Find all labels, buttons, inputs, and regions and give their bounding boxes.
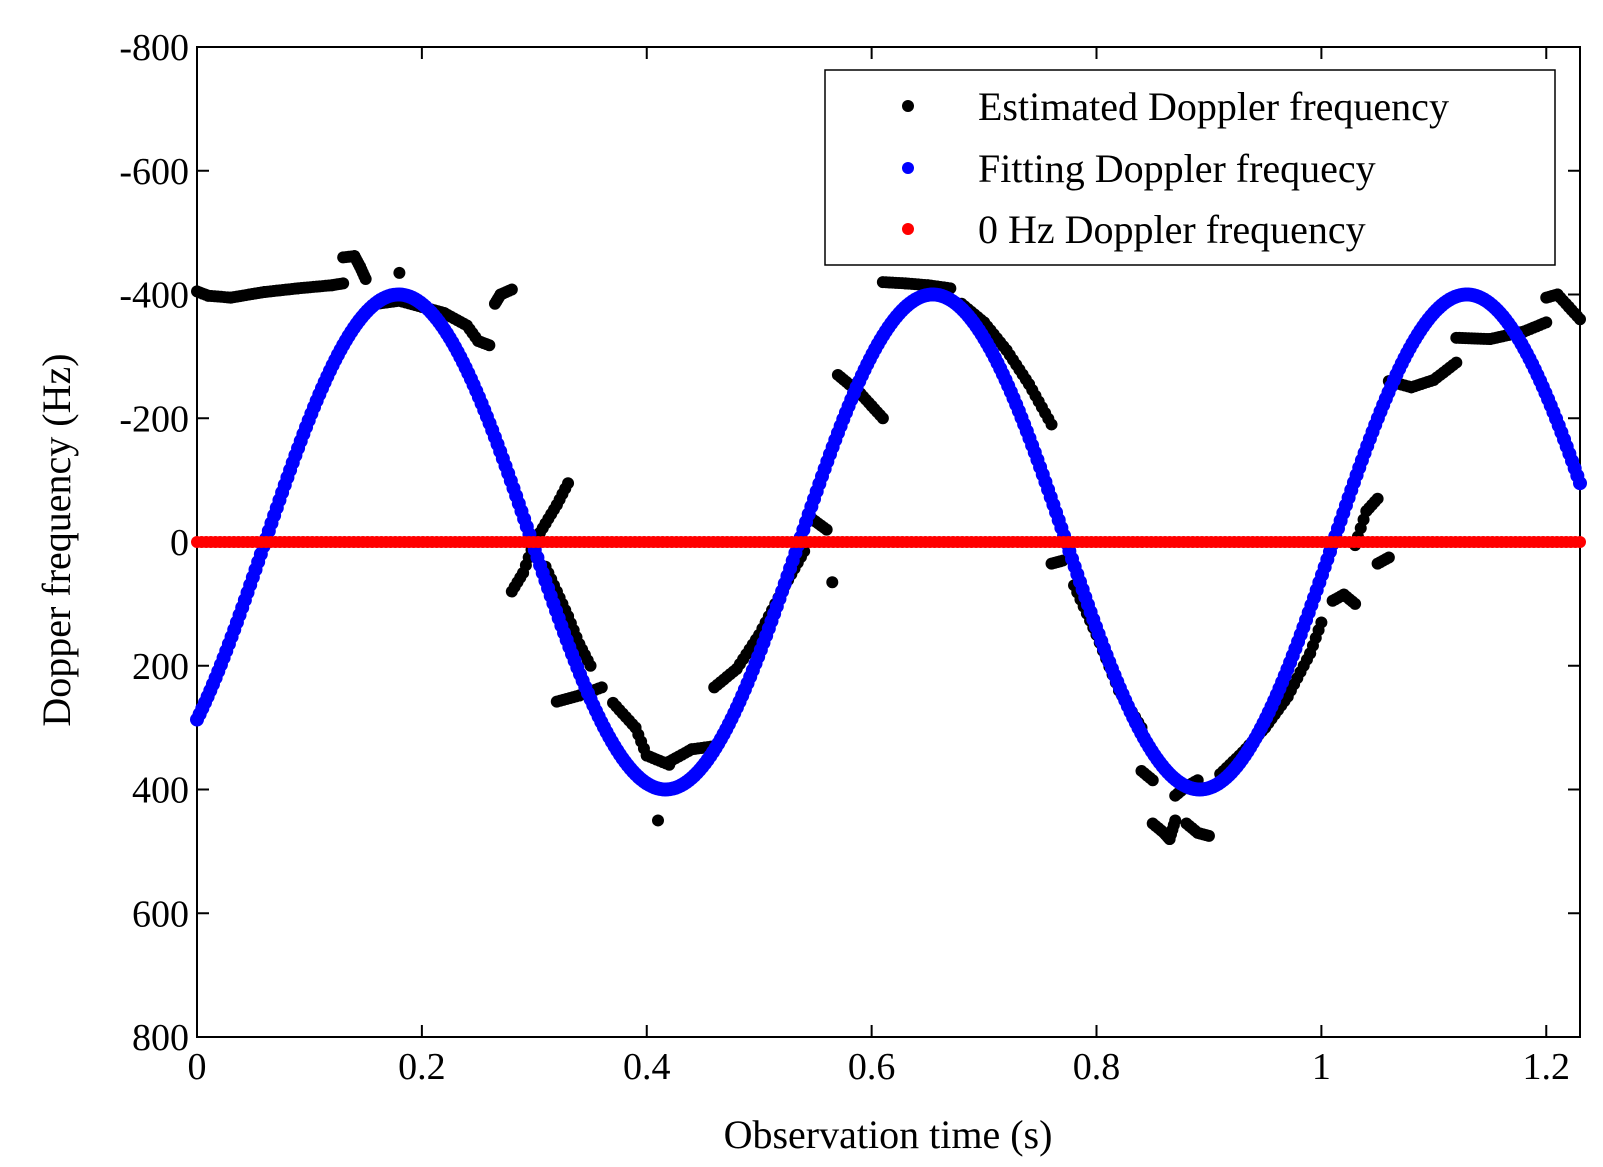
estimated-point	[1315, 616, 1328, 629]
estimated-point	[393, 266, 406, 279]
y-tick-label: 400	[132, 770, 189, 812]
estimated-point	[595, 681, 608, 694]
x-tick-label: 0.2	[398, 1046, 446, 1088]
estimated-point	[584, 659, 597, 672]
series-layer	[190, 250, 1587, 845]
series-estimated-doppler	[191, 250, 1586, 845]
y-tick-label: 0	[170, 522, 189, 564]
estimated-point	[562, 477, 575, 490]
y-tick-label: -800	[119, 27, 189, 69]
zero-hz-point	[1574, 536, 1586, 548]
y-axis-ticks: -800 -600 -400 -200 0 200 400 600 800	[119, 27, 1580, 1059]
x-tick-label: 0.4	[623, 1046, 671, 1088]
estimated-point	[337, 277, 350, 290]
x-axis-ticks: 0 0.2 0.4 0.6 0.8 1 1.2	[188, 47, 1571, 1088]
estimated-point	[1382, 551, 1395, 564]
estimated-point	[820, 523, 833, 536]
y-tick-label: -600	[119, 151, 189, 193]
y-tick-label: 600	[132, 893, 189, 935]
estimated-point	[1450, 356, 1463, 369]
estimated-point	[1169, 814, 1182, 827]
estimated-point	[1574, 313, 1586, 326]
estimated-point	[483, 339, 496, 352]
x-tick-label: 0	[188, 1046, 207, 1088]
y-tick-label: 800	[132, 1017, 189, 1059]
estimated-point	[826, 576, 839, 589]
fitting-point	[1573, 476, 1587, 491]
estimated-point	[1146, 774, 1159, 787]
x-tick-label: 1.2	[1523, 1046, 1571, 1088]
estimated-point	[1202, 829, 1215, 842]
estimated-point	[359, 273, 372, 286]
legend-label-estimated: Estimated Doppler frequency	[978, 84, 1449, 129]
estimated-point	[1371, 492, 1384, 505]
y-axis-title: Dopper frequency (Hz)	[34, 353, 79, 726]
x-tick-label: 1	[1312, 1046, 1331, 1088]
series-zero-hz	[191, 536, 1586, 548]
estimated-point	[876, 412, 889, 425]
legend-marker-fitting	[902, 162, 914, 174]
legend-box	[824, 69, 1556, 266]
legend-marker-estimated	[902, 100, 914, 112]
y-tick-label: -400	[119, 275, 189, 317]
legend: Estimated Doppler frequency Fitting Dopp…	[824, 69, 1556, 266]
legend-label-zero-hz: 0 Hz Doppler frequency	[978, 207, 1366, 252]
estimated-point	[505, 283, 518, 296]
x-axis-title: Observation time (s)	[724, 1112, 1053, 1157]
estimated-point	[1349, 597, 1362, 610]
x-tick-label: 0.6	[848, 1046, 896, 1088]
x-tick-label: 0.8	[1073, 1046, 1121, 1088]
legend-label-fitting: Fitting Doppler frequecy	[978, 146, 1376, 191]
y-tick-label: 200	[132, 646, 189, 688]
legend-marker-zero-hz	[902, 223, 914, 235]
estimated-point	[652, 814, 664, 827]
y-tick-label: -200	[119, 398, 189, 440]
series-fitting-doppler	[190, 287, 1587, 797]
estimated-point	[1045, 418, 1058, 431]
estimated-point	[1540, 316, 1553, 329]
